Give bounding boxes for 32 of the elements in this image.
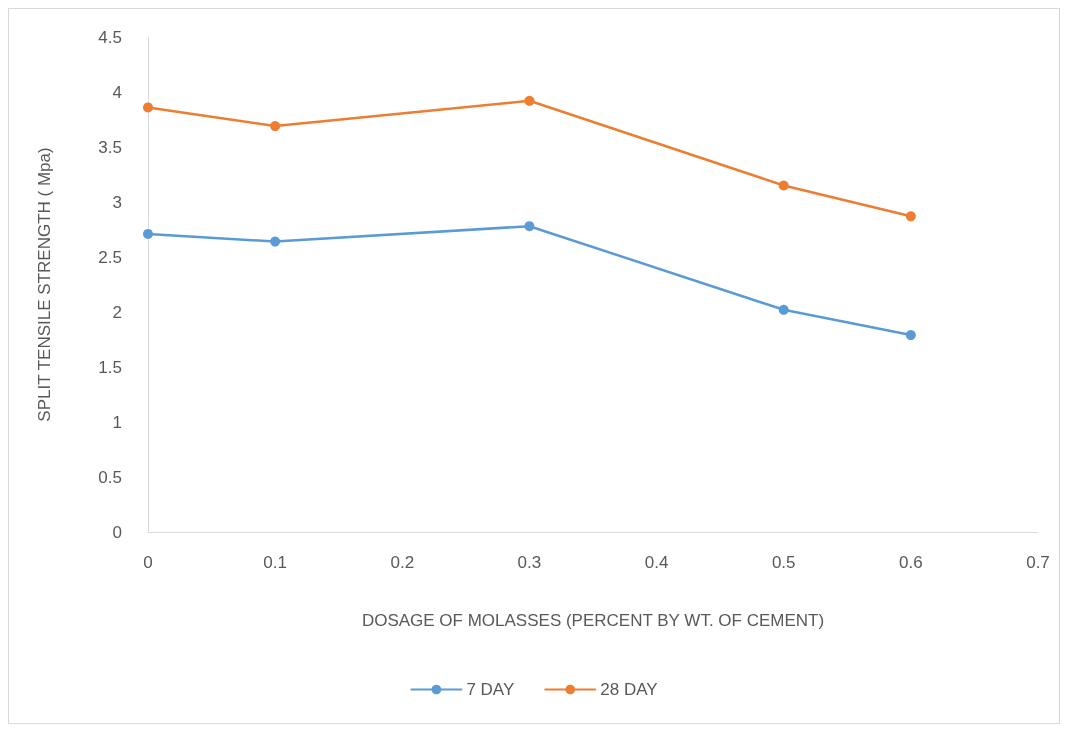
- x-tick-label: 0.7: [1026, 553, 1050, 572]
- x-tick-label: 0.4: [644, 553, 669, 572]
- x-tick-label: 0.6: [899, 553, 923, 572]
- point: [905, 211, 916, 222]
- x-tick-label: 0.1: [263, 553, 287, 572]
- point: [524, 221, 535, 232]
- point: [143, 228, 153, 239]
- x-tick-label: 0.2: [390, 553, 415, 572]
- y-tick-label: 3: [112, 192, 122, 212]
- y-tick-label: 1.5: [98, 357, 122, 377]
- x-axis-title: DOSAGE OF MOLASSES (PERCENT BY WT. OF CEMENT): [361, 611, 825, 630]
- legend-label: 7 DAY: [466, 680, 515, 699]
- x-tick-label: 0: [143, 553, 153, 572]
- y-tick-label: 2: [112, 302, 122, 322]
- point: [778, 304, 789, 315]
- y-tick-label: 3.5: [98, 137, 122, 157]
- point: [905, 330, 916, 341]
- point: [778, 180, 789, 191]
- point: [270, 236, 281, 247]
- y-axis-title: SPLIT TENSILE STRENGTH ( Mpa): [35, 147, 54, 422]
- y-tick-label: 4.5: [98, 27, 122, 47]
- point: [270, 121, 281, 132]
- y-tick-label: 0: [112, 522, 122, 542]
- x-tick-label: 0.3: [517, 553, 542, 572]
- y-tick-label: 1: [112, 412, 122, 432]
- y-tick-label: 0.5: [98, 467, 122, 487]
- y-tick-label: 2.5: [98, 247, 122, 267]
- x-tick-label: 0.5: [771, 553, 796, 572]
- legend-label: 28 DAY: [600, 680, 658, 699]
- point: [524, 95, 535, 106]
- point: [143, 102, 153, 113]
- y-tick-label: 4: [112, 82, 122, 102]
